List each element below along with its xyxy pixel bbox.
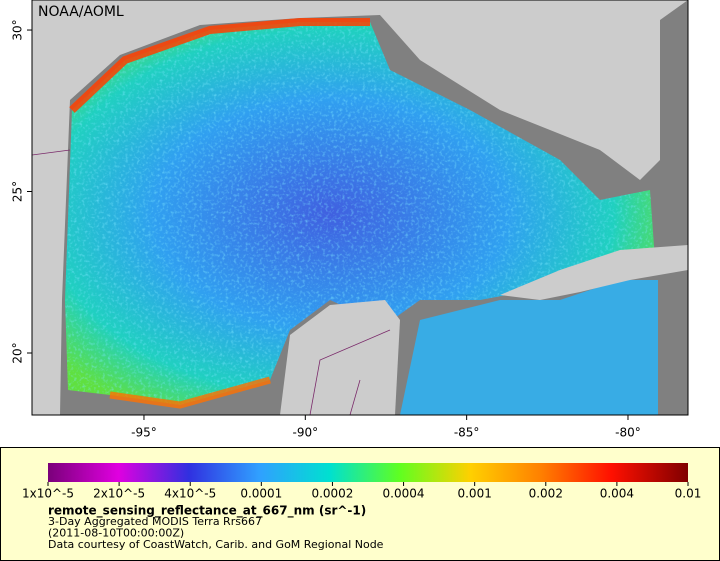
- cuba: [500, 245, 688, 300]
- colorbar-tick-label: 0.0004: [383, 487, 425, 501]
- speckle: [65, 22, 655, 405]
- colorbar-tick-label: 1x10^-5: [22, 487, 74, 501]
- colorbar: [48, 463, 688, 482]
- colorbar-tick-label: 0.0002: [311, 487, 353, 501]
- x-tick-label: -95°: [131, 426, 157, 440]
- x-tick-label: -90°: [293, 426, 319, 440]
- legend-line: (2011-08-10T00:00:00Z): [48, 527, 184, 540]
- caribbean-data: [400, 280, 658, 415]
- borders: [32, 149, 391, 415]
- colorbar-tick-label: 0.004: [600, 487, 634, 501]
- legend-line: Data courtesy of CoastWatch, Carib. and …: [48, 538, 384, 551]
- colorbar-tick-label: 0.01: [675, 487, 702, 501]
- colorbar-tick-label: 2x10^-5: [93, 487, 145, 501]
- colorbar-tick-label: 0.0001: [240, 487, 282, 501]
- y-tick-label: 25°: [11, 181, 25, 202]
- florida: [380, 0, 660, 175]
- map-frame: [31, 0, 689, 416]
- colorbar-tick-label: 0.002: [529, 487, 563, 501]
- yucatan: [280, 300, 400, 415]
- y-tick-label: 30°: [11, 19, 25, 40]
- colorbar-tick-label: 0.001: [457, 487, 491, 501]
- coastal-high: [69, 18, 370, 113]
- y-tick-label: 20°: [11, 342, 25, 363]
- x-tick-label: -80°: [615, 426, 641, 440]
- attribution: NOAA/AOML: [38, 4, 124, 20]
- colorbar-tick-label: 4x10^-5: [164, 487, 216, 501]
- legend-line: 3-Day Aggregated MODIS Terra Rrs667: [48, 515, 262, 528]
- variable-name: remote_sensing_reflectance_at_667_nm (sr…: [48, 504, 366, 519]
- map: [32, 0, 688, 415]
- x-tick-label: -85°: [454, 426, 480, 440]
